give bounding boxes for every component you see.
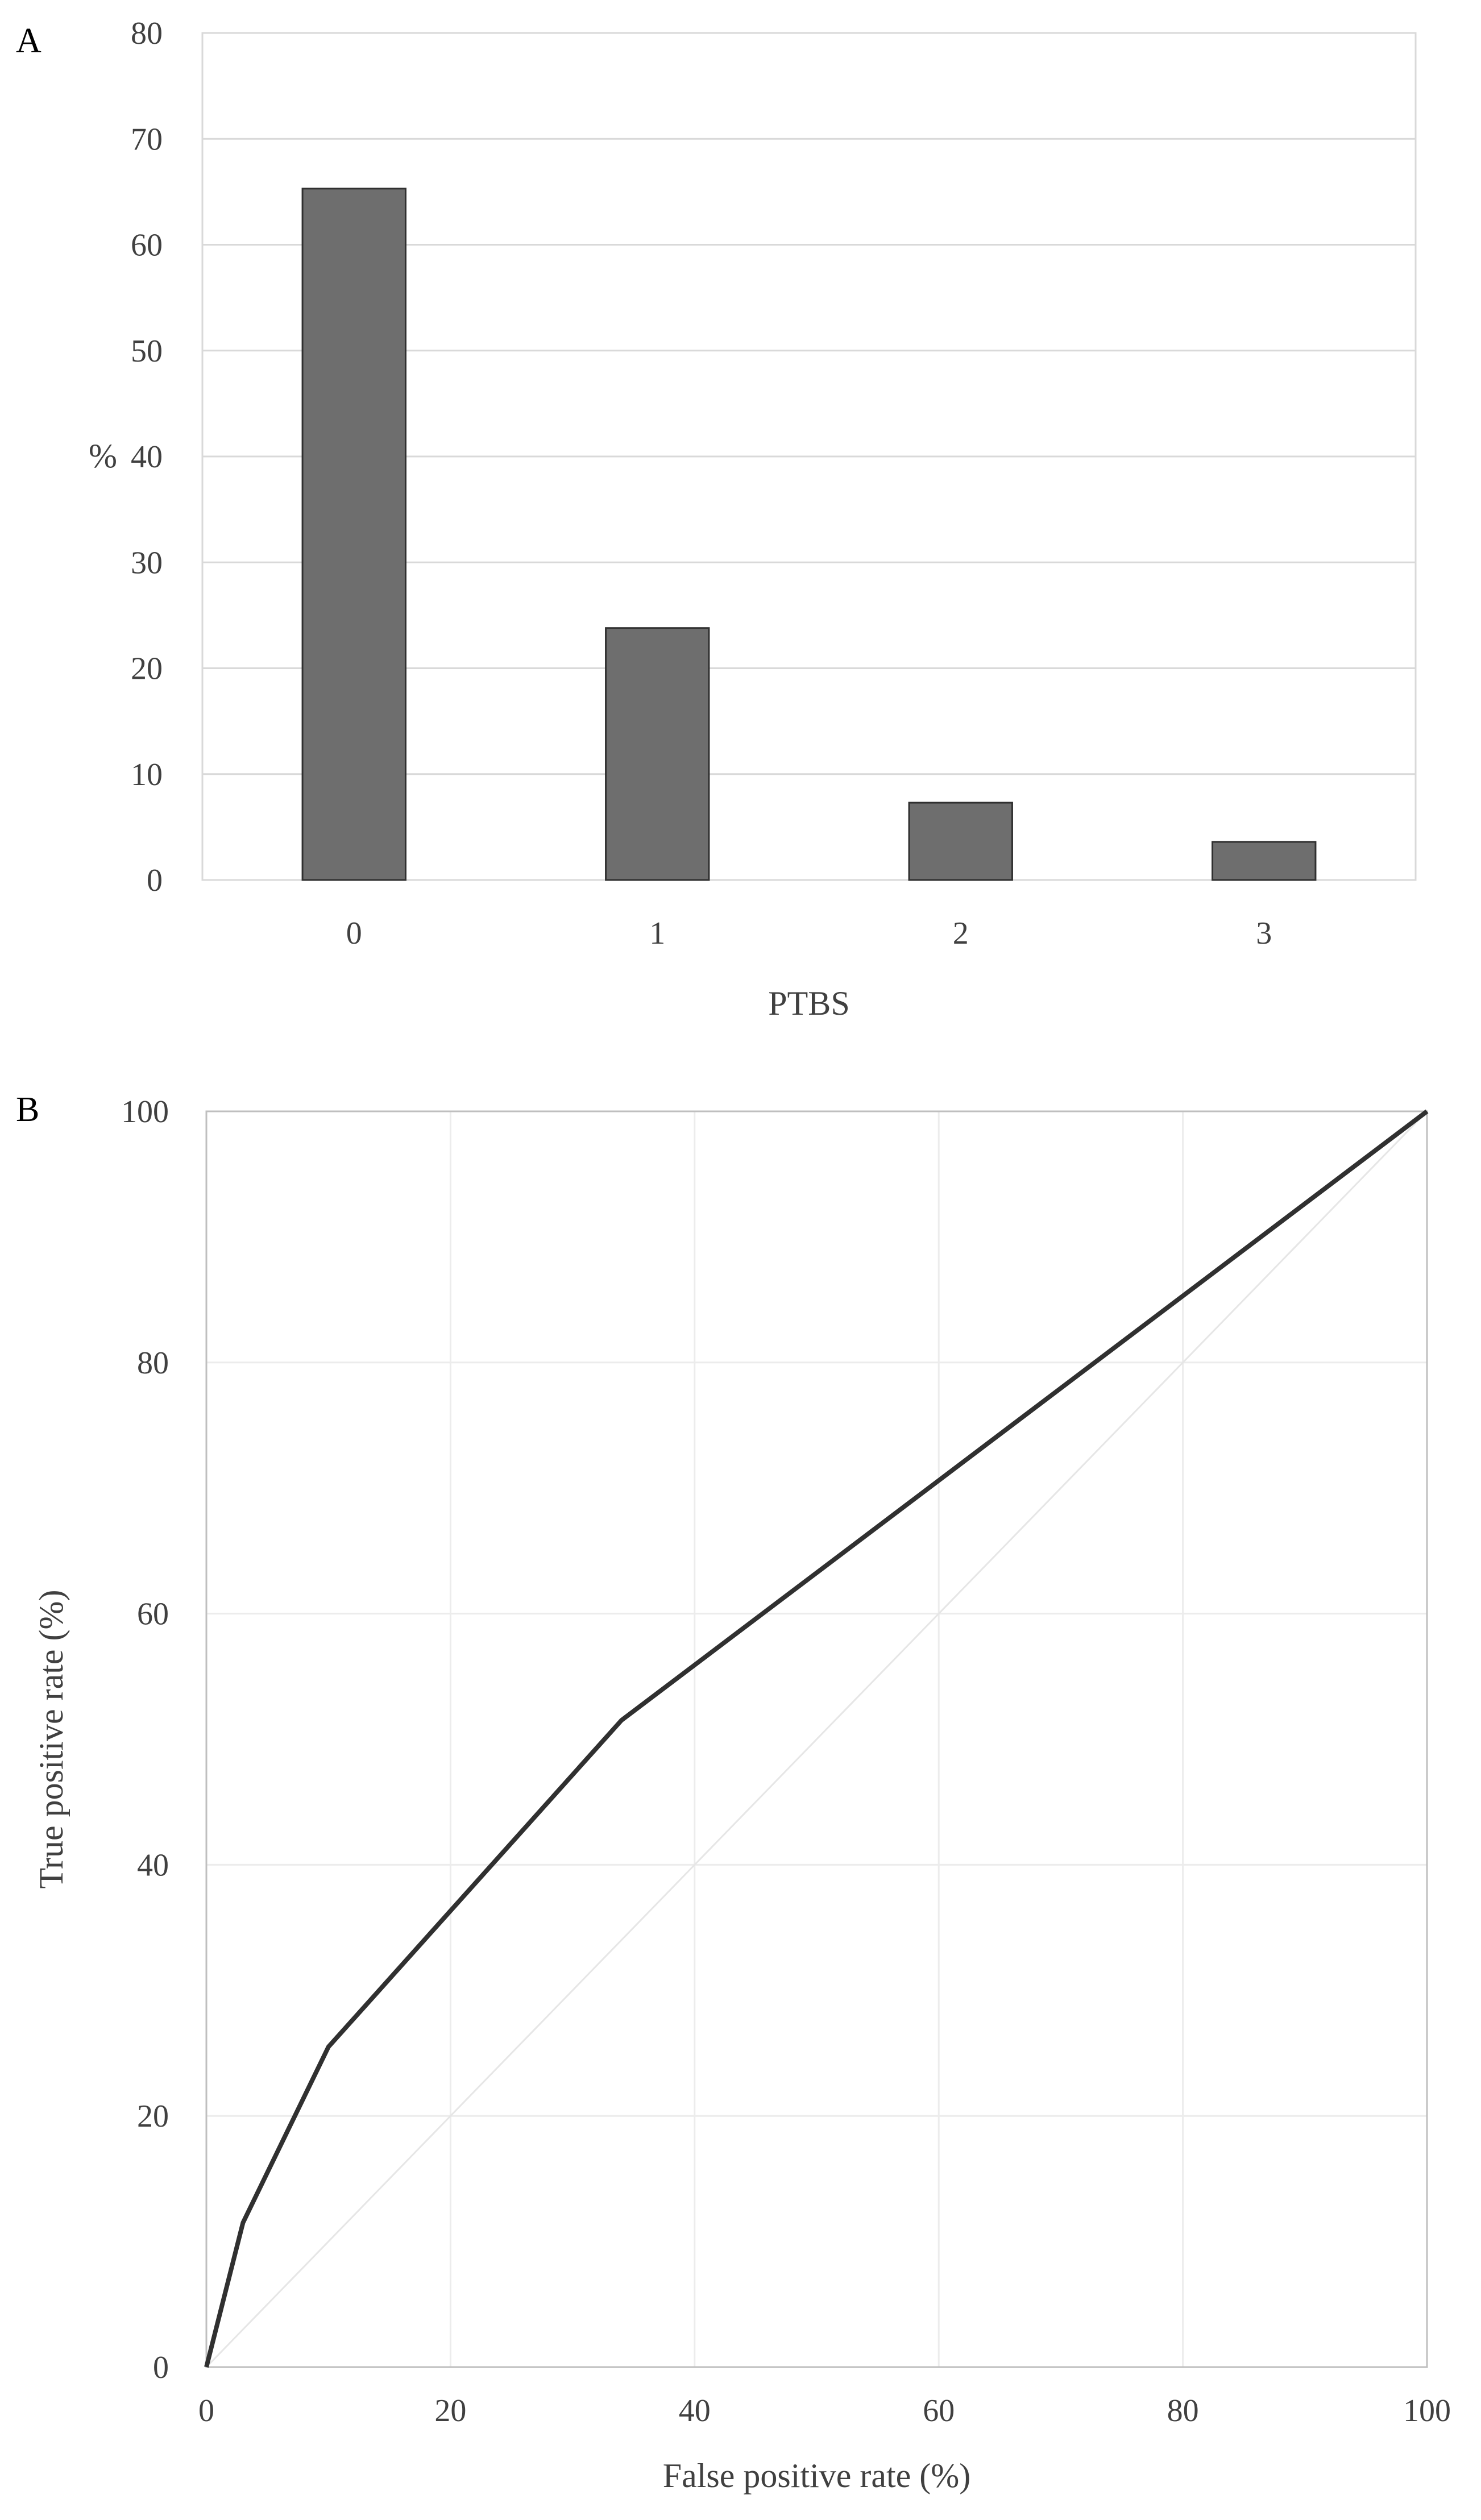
panel-b-x-tick-label: 40: [679, 2393, 711, 2428]
panel-a-x-tick-labels: 0 1 2 3: [346, 916, 1272, 951]
panel-b-reference-diagonal: [205, 1110, 1428, 2368]
panel-b-x-axis-label: False positive rate (%): [663, 2457, 971, 2494]
panel-a-bars: [301, 188, 1317, 881]
panel-b-x-tick-label: 100: [1403, 2393, 1451, 2428]
panel-b-y-tick-label: 80: [137, 1346, 169, 1381]
panel-a-x-tick-label: 1: [649, 916, 665, 951]
panel-b-y-axis-label: True positive rate (%): [32, 1590, 70, 1889]
panel-b-y-tick-label: 100: [121, 1094, 169, 1130]
panel-b-y-tick-labels: 0 20 40 60 80 100: [121, 1094, 169, 2385]
panel-a-y-tick-label: 40: [131, 439, 163, 475]
panel-a-x-tick-label: 0: [346, 916, 362, 951]
panel-b-y-tick-label: 20: [137, 2099, 169, 2134]
panel-a-plot-frame: [201, 32, 1417, 881]
panel-a-x-axis-label: PTBS: [768, 985, 849, 1022]
panel-b-x-tick-label: 0: [198, 2393, 214, 2428]
panel-a-y-tick-label: 30: [131, 545, 163, 580]
panel-b-letter: B: [16, 1090, 39, 1129]
panel-b-x-tick-label: 80: [1167, 2393, 1199, 2428]
panel-a-y-tick-label: 10: [131, 757, 163, 792]
panel-a-x-tick-label: 3: [1256, 916, 1272, 951]
panel-a-y-tick-label: 70: [131, 122, 163, 157]
panel-b-plot-frame: [205, 1110, 1428, 2368]
panel-b-x-tick-label: 60: [923, 2393, 955, 2428]
panel-b-y-tick-label: 40: [137, 1848, 169, 1883]
panel-a-bar: [605, 627, 710, 881]
panel-a-x-tick-label: 2: [953, 916, 969, 951]
panel-a-y-tick-label: 0: [147, 863, 163, 898]
panel-b-x-tick-labels: 0 20 40 60 80 100: [198, 2393, 1451, 2428]
panel-a-letter: A: [16, 22, 42, 60]
panel-b-y-tick-label: 0: [153, 2350, 169, 2385]
panel-a-y-tick-labels: 0 10 20 30 40 50 60 70 80: [131, 16, 163, 898]
panel-a-bar: [1212, 841, 1317, 881]
panel-a-bar: [301, 188, 406, 881]
panel-a-y-tick-label: 50: [131, 334, 163, 369]
panel-a-y-tick-label: 60: [131, 228, 163, 263]
panel-a-bar: [908, 802, 1013, 881]
panel-b-roc-chart: B 0 20 40 60 80 100 0 20 40 60 80 100 False positi…: [16, 1090, 1451, 2494]
panel-a-bar-chart: A 0 10 20 30 40 50 60 70 80 0 1 2 3 % PTBS: [16, 16, 1417, 1022]
panel-a-y-tick-label: 80: [131, 16, 163, 51]
panel-a-y-tick-label: 20: [131, 651, 163, 687]
panel-b-y-tick-label: 60: [137, 1597, 169, 1632]
panel-b-x-tick-label: 20: [434, 2393, 466, 2428]
panel-b-roc-curve: [204, 1109, 1429, 2368]
panel-a-y-axis-label: %: [89, 437, 117, 475]
